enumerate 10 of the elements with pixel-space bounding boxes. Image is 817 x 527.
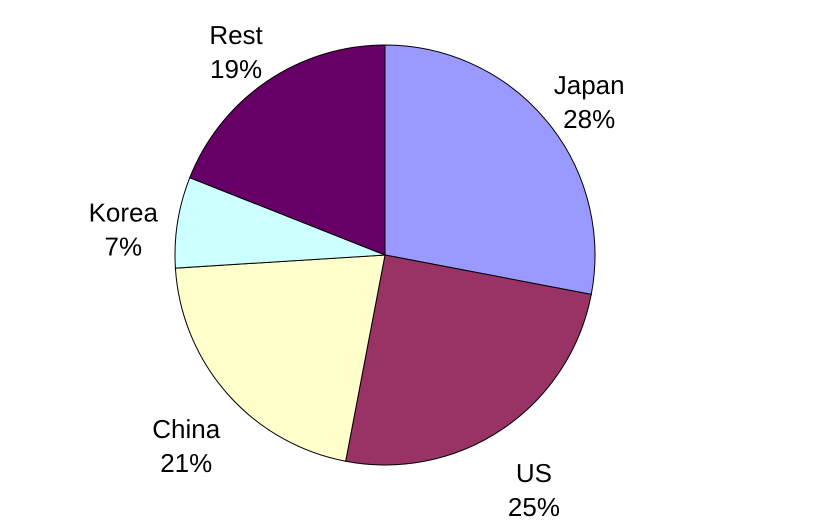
slice-label: Korea [88,198,158,228]
data-label: 7% [104,232,142,262]
data-label: 21% [160,448,212,478]
slice-label: China [152,414,221,444]
data-label: 25% [508,492,560,522]
slice-label: Rest [209,20,264,50]
slice-label: US [516,458,552,488]
data-label: 28% [563,104,616,134]
slice-label: Japan [554,70,625,100]
data-label: 19% [210,54,262,84]
